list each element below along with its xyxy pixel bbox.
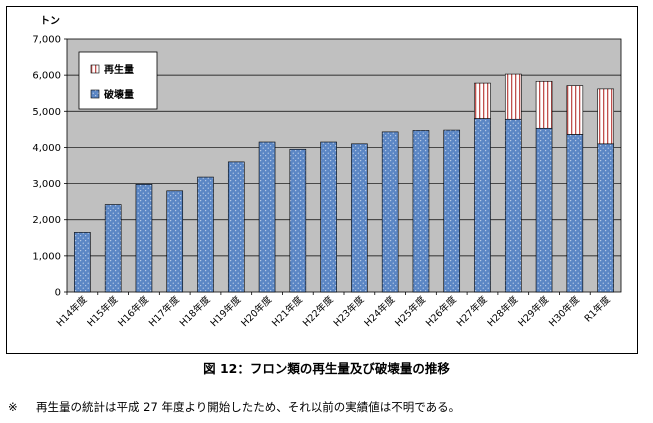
bar-destroyed bbox=[535, 127, 553, 293]
footnote: ※ 再生量の統計は平成 27 年度より開始したため、それ以前の実績値は不明である。 bbox=[8, 399, 460, 415]
footnote-text: 再生量の統計は平成 27 年度より開始したため、それ以前の実績値は不明である。 bbox=[36, 400, 461, 414]
x-tick-label: H26年度 bbox=[423, 293, 459, 329]
bar-destroyed bbox=[474, 118, 491, 293]
bar-destroyed bbox=[443, 129, 461, 293]
x-tick-label: H15年度 bbox=[85, 293, 121, 329]
y-tick-label: 3,000 bbox=[32, 179, 61, 190]
x-tick-label: H23年度 bbox=[331, 293, 367, 329]
bar-recycled bbox=[566, 85, 584, 135]
x-tick-label: H27年度 bbox=[454, 293, 490, 329]
legend-swatch-recycled bbox=[90, 64, 100, 74]
stacked-bar-chart: 7,000 6,000 5,000 4,000 3,000 2,000 1,000 0 H14… bbox=[32, 15, 622, 329]
bar-destroyed bbox=[412, 130, 430, 293]
y-tick-label: 4,000 bbox=[32, 143, 61, 154]
x-tick-label: H21年度 bbox=[269, 293, 305, 329]
bar-destroyed bbox=[381, 131, 399, 293]
x-tick-label: H30年度 bbox=[546, 293, 582, 329]
bar-destroyed bbox=[351, 143, 368, 293]
footnote-mark: ※ bbox=[8, 400, 18, 414]
bar-destroyed bbox=[597, 143, 614, 293]
bar-recycled bbox=[504, 73, 522, 120]
x-tick-label: H24年度 bbox=[362, 293, 398, 329]
bar-destroyed bbox=[135, 183, 153, 293]
bar-recycled bbox=[474, 82, 491, 119]
bar-destroyed bbox=[566, 134, 584, 293]
bar-destroyed bbox=[104, 204, 122, 293]
x-axis-ticks: H14年度H15年度H16年度H17年度H18年度H19年度H20年度H21年度… bbox=[54, 292, 613, 329]
bar-destroyed bbox=[227, 161, 245, 293]
x-tick-label: H19年度 bbox=[208, 293, 244, 329]
bar-destroyed bbox=[258, 141, 276, 293]
gridlines bbox=[67, 74, 621, 257]
plot-area bbox=[66, 38, 622, 293]
bar-destroyed bbox=[197, 176, 214, 293]
legend-label-destroyed: 破壊量 bbox=[104, 88, 134, 101]
legend-label-recycled: 再生量 bbox=[104, 63, 134, 76]
y-tick-label: 7,000 bbox=[32, 35, 61, 46]
x-tick-label: R1年度 bbox=[582, 293, 613, 324]
y-tick-label: 0 bbox=[55, 288, 61, 299]
y-tick-label: 6,000 bbox=[32, 71, 61, 82]
bar-destroyed bbox=[74, 232, 91, 293]
x-tick-label: H17年度 bbox=[146, 293, 182, 329]
bar-destroyed bbox=[289, 148, 307, 293]
legend-swatch-destroyed bbox=[90, 89, 100, 99]
y-tick-label: 1,000 bbox=[32, 251, 61, 262]
x-tick-label: H18年度 bbox=[177, 293, 213, 329]
bar-destroyed bbox=[504, 118, 522, 293]
bar-destroyed bbox=[320, 141, 337, 293]
bar-destroyed bbox=[166, 190, 184, 293]
x-tick-label: H28年度 bbox=[485, 293, 521, 329]
y-axis-unit-label: トン bbox=[40, 15, 60, 27]
x-tick-label: H22年度 bbox=[300, 293, 336, 329]
x-tick-label: H20年度 bbox=[239, 293, 275, 329]
y-tick-label: 5,000 bbox=[32, 107, 61, 118]
chart-frame: 7,000 6,000 5,000 4,000 3,000 2,000 1,000 0 H14… bbox=[6, 6, 638, 354]
x-tick-label: H16年度 bbox=[116, 293, 152, 329]
x-tick-label: H14年度 bbox=[54, 293, 90, 329]
bar-recycled bbox=[597, 88, 614, 145]
x-tick-label: H29年度 bbox=[516, 293, 552, 329]
y-tick-label: 2,000 bbox=[32, 215, 61, 226]
legend-box bbox=[78, 51, 158, 110]
legend: 再生量 破壊量 bbox=[78, 51, 158, 110]
y-axis-ticks: 7,000 6,000 5,000 4,000 3,000 2,000 1,000 0 bbox=[32, 35, 67, 299]
bar-recycled bbox=[535, 80, 553, 129]
x-tick-label: H25年度 bbox=[393, 293, 429, 329]
bars bbox=[74, 73, 614, 293]
chart-caption: 図 12：フロン類の再生量及び破壊量の推移 bbox=[203, 361, 450, 376]
